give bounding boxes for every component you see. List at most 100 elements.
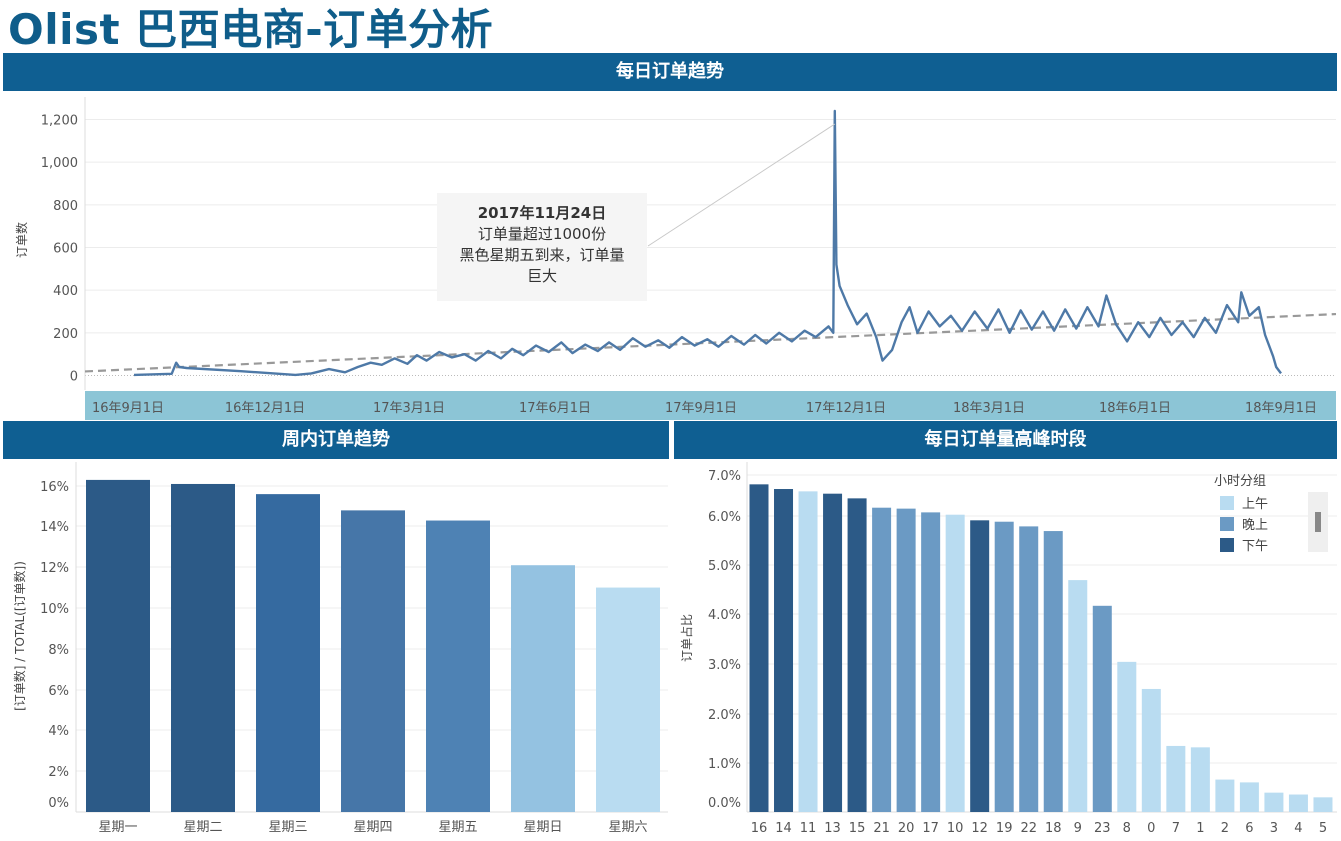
weekday-y-tick-label: 6%: [48, 684, 69, 699]
hourly-bar: [1190, 747, 1210, 812]
daily-y-tick-label: 400: [53, 284, 78, 299]
weekday-x-tick-label: 星期五: [438, 820, 477, 835]
hourly-y-tick-label: 0.0%: [708, 796, 741, 811]
weekday-y-tick-label: 2%: [48, 765, 69, 780]
hourly-x-tick-label: 15: [849, 821, 866, 836]
hourly-x-tick-label: 10: [947, 821, 964, 836]
legend-scroll-thumb[interactable]: [1315, 512, 1321, 532]
dashboard-title: Olist 巴西电商-订单分析: [8, 5, 494, 54]
hourly-bar: [1141, 688, 1161, 812]
weekday-y-tick-label: 12%: [40, 561, 69, 576]
hourly-x-tick-label: 8: [1123, 821, 1131, 836]
weekday-y-tick-label: 8%: [48, 643, 69, 658]
hourly-x-tick-label: 18: [1045, 821, 1062, 836]
legend-title: 小时分组: [1214, 474, 1267, 489]
daily-y-tick-label: 200: [53, 327, 78, 342]
hourly-x-tick-label: 5: [1319, 821, 1327, 836]
hourly-x-tick-label: 22: [1020, 821, 1037, 836]
hourly-x-tick-label: 17: [922, 821, 939, 836]
hourly-x-tick-label: 11: [800, 821, 817, 836]
hourly-bar: [921, 512, 941, 812]
hourly-y-tick-label: 6.0%: [708, 510, 741, 525]
weekday-trend-banner: 周内订单趋势: [3, 421, 669, 459]
hourly-x-tick-label: 1: [1196, 821, 1204, 836]
hourly-x-tick-label: 9: [1074, 821, 1082, 836]
hourly-bar: [994, 521, 1014, 812]
hour-group-legend[interactable]: 小时分组 上午 晚上 下午: [1214, 470, 1332, 556]
weekday-bar: [511, 565, 575, 812]
daily-x-tick-label: 18年3月1日: [953, 401, 1025, 416]
legend-item-morning[interactable]: 上午: [1214, 492, 1332, 513]
hourly-peak-banner: 每日订单量高峰时段: [674, 421, 1337, 459]
legend-item-afternoon[interactable]: 下午: [1214, 534, 1332, 555]
legend-label-evening: 晚上: [1242, 518, 1269, 533]
hourly-bar: [1239, 782, 1259, 812]
hourly-bar: [1264, 792, 1284, 812]
hourly-x-tick-label: 21: [873, 821, 890, 836]
weekday-x-tick-label: 星期一: [98, 820, 137, 835]
hourly-bar: [970, 520, 990, 812]
daily-y-tick-label: 1,000: [41, 156, 78, 171]
hourly-y-tick-label: 4.0%: [708, 608, 741, 623]
hourly-x-tick-label: 16: [751, 821, 768, 836]
daily-x-tick-label: 17年9月1日: [665, 401, 737, 416]
legend-scrollbar[interactable]: [1308, 492, 1328, 552]
legend-swatch-afternoon: [1220, 537, 1234, 552]
weekday-bar: [341, 510, 405, 812]
daily-y-tick-label: 600: [53, 242, 78, 257]
weekday-bar: [596, 587, 660, 812]
hourly-x-tick-label: 6: [1245, 821, 1253, 836]
legend-item-evening[interactable]: 晚上: [1214, 513, 1332, 534]
weekday-x-tick-label: 星期四: [353, 820, 392, 835]
weekday-x-tick-label: 星期三: [268, 820, 307, 835]
daily-trend-line: [84, 312, 1337, 373]
hourly-x-tick-label: 2: [1221, 821, 1229, 836]
hourly-bar: [1092, 605, 1112, 812]
daily-x-tick-label: 18年9月1日: [1245, 401, 1317, 416]
hourly-y-tick-label: 5.0%: [708, 559, 741, 574]
hourly-x-tick-label: 23: [1094, 821, 1111, 836]
daily-y-axis-title: 订单数: [14, 222, 29, 258]
weekday-y-tick-label: 4%: [48, 724, 69, 739]
legend-label-afternoon: 下午: [1242, 539, 1269, 554]
hourly-bar: [1313, 797, 1333, 812]
weekday-y-tick-label: 0%: [48, 796, 69, 811]
daily-x-tick-label: 16年12月1日: [225, 401, 305, 416]
daily-y-tick-label: 1,200: [41, 114, 78, 129]
hourly-bar: [1043, 531, 1063, 812]
hourly-bar: [847, 498, 867, 812]
daily-x-tick-label: 17年3月1日: [373, 401, 445, 416]
hourly-bar: [798, 491, 818, 812]
weekday-x-tick-label: 星期二: [183, 820, 222, 835]
weekday-y-axis-title: [订单数] / TOTAL([订单数]): [12, 561, 27, 711]
hourly-x-tick-label: 3: [1270, 821, 1278, 836]
weekday-x-tick-label: 星期日: [523, 820, 562, 835]
annotation-line-3: 巨大: [526, 267, 557, 285]
weekday-x-tick-label: 星期六: [608, 820, 647, 835]
hourly-bar: [1288, 794, 1308, 812]
hourly-x-tick-label: 14: [775, 821, 792, 836]
weekday-bar: [426, 520, 490, 812]
daily-x-axis-band: [85, 391, 1336, 420]
hourly-bar: [774, 489, 794, 812]
hourly-bar: [945, 514, 965, 812]
weekday-bar: [171, 483, 235, 812]
annotation-line-1: 订单量超过1000份: [477, 225, 607, 243]
weekday-bar: [86, 479, 150, 812]
annotation-line-2: 黑色星期五到来，订单量: [459, 246, 625, 264]
weekday-y-tick-label: 16%: [40, 480, 69, 495]
hourly-bar: [749, 484, 769, 812]
hourly-bar: [1166, 745, 1186, 812]
legend-swatch-morning: [1220, 495, 1234, 510]
hourly-x-tick-label: 4: [1294, 821, 1302, 836]
hourly-x-tick-label: 7: [1172, 821, 1180, 836]
hourly-bar: [823, 493, 843, 812]
hourly-y-tick-label: 1.0%: [708, 757, 741, 772]
weekday-y-tick-label: 10%: [40, 602, 69, 617]
hourly-bar: [896, 508, 916, 812]
black-friday-annotation: 2017年11月24日 订单量超过1000份 黑色星期五到来，订单量 巨大: [437, 193, 647, 301]
daily-orders-series-line: [133, 109, 1282, 377]
hourly-bar: [1068, 580, 1088, 812]
daily-y-tick-label: 800: [53, 199, 78, 214]
hourly-y-tick-label: 7.0%: [708, 469, 741, 484]
